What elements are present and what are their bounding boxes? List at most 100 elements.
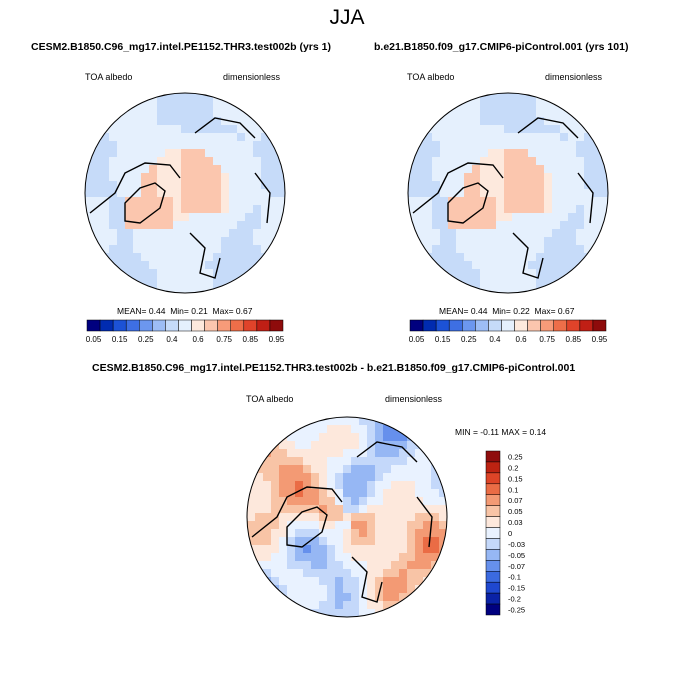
panel2-grid-cell bbox=[424, 285, 433, 293]
panel1-grid-cell bbox=[213, 165, 222, 174]
panel2-grid-cell bbox=[456, 165, 465, 174]
panel2-grid-cell bbox=[536, 125, 545, 134]
panel2-grid-cell bbox=[560, 277, 569, 286]
panel2-grid-cell bbox=[472, 165, 481, 174]
panel1-grid-cell bbox=[181, 269, 190, 278]
panel1-grid-cell bbox=[101, 213, 110, 222]
panel2-grid-cell bbox=[408, 125, 417, 134]
panel2-grid-cell bbox=[536, 277, 545, 286]
panel1-grid-cell bbox=[205, 157, 214, 166]
panel1-grid-cell bbox=[117, 253, 126, 262]
panel2-grid-cell bbox=[424, 133, 433, 142]
panel3-grid-cell bbox=[407, 441, 416, 450]
panel2-grid-cell bbox=[488, 117, 497, 126]
panel2-grid-cell bbox=[568, 149, 577, 158]
panel2-grid-cell bbox=[496, 221, 505, 230]
panel3-grid-cell bbox=[319, 497, 328, 506]
panel1-grid-cell bbox=[157, 141, 166, 150]
panel1-grid-cell bbox=[197, 133, 206, 142]
panel2-grid-cell bbox=[424, 229, 433, 238]
panel1-grid-cell bbox=[165, 125, 174, 134]
panel1-colorbar-box bbox=[165, 319, 179, 332]
panel1-grid-cell bbox=[277, 173, 285, 182]
panel1-grid-cell bbox=[85, 117, 94, 126]
panel2-grid-cell bbox=[432, 213, 441, 222]
panel3-grid-cell bbox=[351, 513, 360, 522]
panel1-grid-cell bbox=[125, 221, 134, 230]
panel3-grid-cell bbox=[415, 513, 424, 522]
panel3-grid-cell bbox=[335, 529, 344, 538]
panel2-grid-cell bbox=[544, 197, 553, 206]
panel2-grid-cell bbox=[488, 149, 497, 158]
panel1-grid-cell bbox=[237, 157, 246, 166]
panel3-grid-cell bbox=[383, 465, 392, 474]
panel3-grid-cell bbox=[255, 481, 264, 490]
panel2-grid-cell bbox=[520, 285, 529, 293]
panel3-grid-cell bbox=[375, 465, 384, 474]
panel1-grid-cell bbox=[229, 157, 238, 166]
panel1-grid-cell bbox=[125, 197, 134, 206]
panel2-units-label: dimensionless bbox=[545, 72, 603, 82]
panel3-grid-cell bbox=[391, 521, 400, 530]
panel3-grid-cell bbox=[439, 449, 447, 458]
panel3-grid-cell bbox=[263, 561, 272, 570]
panel1-grid-cell bbox=[261, 229, 270, 238]
panel3-grid-cell bbox=[375, 553, 384, 562]
panel3-grid-cell bbox=[335, 585, 344, 594]
panel1-grid-cell bbox=[141, 197, 150, 206]
panel1-grid-cell bbox=[197, 181, 206, 190]
panel1-grid-cell bbox=[141, 173, 150, 182]
panel3-grid-cell bbox=[407, 473, 416, 482]
panel2-grid-cell bbox=[496, 269, 505, 278]
panel3-grid-cell bbox=[279, 561, 288, 570]
panel2-grid-cell bbox=[480, 277, 489, 286]
panel2-grid-cell bbox=[480, 253, 489, 262]
panel3-grid-cell bbox=[383, 513, 392, 522]
panel3-grid-cell bbox=[327, 441, 336, 450]
panel3-grid-cell bbox=[407, 417, 416, 426]
panel2-grid-cell bbox=[528, 269, 537, 278]
panel3-grid-cell bbox=[351, 417, 360, 426]
panel3-grid-cell bbox=[263, 553, 272, 562]
panel1-grid-cell bbox=[189, 221, 198, 230]
panel2-grid-cell bbox=[600, 117, 608, 126]
panel2-grid-cell bbox=[440, 125, 449, 134]
panel1-grid-cell bbox=[197, 213, 206, 222]
panel3-colorbar-tick: 0.15 bbox=[508, 474, 523, 483]
panel1-grid-cell bbox=[109, 101, 118, 110]
panel1-grid-cell bbox=[205, 221, 214, 230]
panel1-grid-cell bbox=[197, 101, 206, 110]
panel3-grid-cell bbox=[423, 441, 432, 450]
panel1-grid-cell bbox=[237, 181, 246, 190]
panel1-grid-cell bbox=[117, 133, 126, 142]
panel3-grid-cell bbox=[359, 417, 368, 426]
panel3-colorbar-box bbox=[485, 603, 501, 616]
panel3-grid-cell bbox=[423, 497, 432, 506]
panel1-grid-cell bbox=[157, 261, 166, 270]
panel3-grid-cell bbox=[343, 569, 352, 578]
panel2-grid-cell bbox=[456, 245, 465, 254]
panel2-grid-cell bbox=[536, 213, 545, 222]
panel1-grid-cell bbox=[181, 285, 190, 293]
panel1-grid-cell bbox=[261, 213, 270, 222]
panel1-grid-cell bbox=[253, 93, 262, 102]
panel3-grid-cell bbox=[367, 433, 376, 442]
panel1-grid-cell bbox=[197, 221, 206, 230]
panel2-grid-cell bbox=[568, 253, 577, 262]
panel1-grid-cell bbox=[93, 189, 102, 198]
panel1-grid-cell bbox=[157, 285, 166, 293]
panel3-grid-cell bbox=[439, 601, 447, 610]
panel1-grid-cell bbox=[277, 197, 285, 206]
panel3-grid-cell bbox=[431, 505, 440, 514]
panel1-grid-cell bbox=[117, 93, 126, 102]
panel1-grid-cell bbox=[245, 93, 254, 102]
panel1-grid-cell bbox=[237, 205, 246, 214]
panel2-grid-cell bbox=[512, 173, 521, 182]
panel3-grid-cell bbox=[439, 529, 447, 538]
panel2-grid-cell bbox=[456, 149, 465, 158]
panel1-grid-cell bbox=[221, 205, 230, 214]
panel3-grid-cell bbox=[303, 585, 312, 594]
panel1-grid-cell bbox=[269, 205, 278, 214]
panel2-grid-cell bbox=[568, 205, 577, 214]
panel1-colorbar-tick: 0.85 bbox=[243, 335, 259, 344]
